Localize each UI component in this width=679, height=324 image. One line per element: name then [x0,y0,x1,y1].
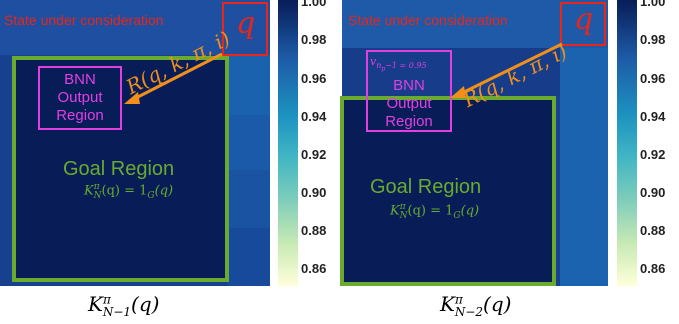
right-heatmap [342,0,608,286]
goal-region-label: Goal Region [63,158,175,180]
tick-label: 1.00 [301,0,327,9]
v-value-label: vnp−1 = 0.95 [370,55,427,73]
heat-cell [0,0,270,55]
goal-region-box [340,96,556,286]
arrow-r [124,52,223,104]
heat-cell [227,170,270,228]
tick-label: 0.98 [640,32,666,47]
heat-cell [227,115,270,170]
bnn-output-region-box [366,50,452,132]
goal-formula: KπN(q) = 1G(q) [84,182,174,201]
tick-label: 0.94 [301,109,327,124]
heat-cell [342,0,608,48]
tick-label: 0.86 [301,261,327,276]
tick-label: 0.96 [301,71,327,86]
state-label: State under consideration [348,12,508,28]
caption-right: KπN−2(q) [440,292,512,319]
right-colorbar [617,0,637,286]
tick-label: 0.90 [301,185,327,200]
tick-label: 0.88 [640,223,666,238]
bnn-output-label: BNN Output Region [385,77,433,130]
tick-label: 0.98 [301,32,327,47]
tick-label: 0.86 [640,261,666,276]
goal-fill [342,98,554,286]
q-label: q [574,2,594,37]
right-panel: vnp−1 = 0.95 BNN Output Region State und… [340,0,612,324]
goal-region-label: Goal Region [370,176,482,198]
heat-cell [227,55,270,115]
q-state-box [222,2,268,56]
caption-left: KπN−1(q) [88,292,160,319]
goal-region-box [12,56,229,282]
left-colorbar [278,0,298,286]
left-panel: BNN Output Region State under considerat… [0,0,270,324]
tick-label: 0.96 [640,71,666,86]
bnn-output-region-box [38,66,122,130]
q-label: q [236,6,256,41]
state-label: State under consideration [4,12,164,28]
tick-label: 0.88 [301,223,327,238]
tick-label: 0.90 [640,185,666,200]
tick-label: 0.94 [640,109,666,124]
tick-label: 0.92 [640,147,666,162]
goal-formula: KπN(q) = 1G(q) [390,202,480,221]
tick-label: 1.00 [640,0,666,9]
bnn-output-label: BNN Output Region [56,71,104,124]
heat-cell [560,48,608,286]
arrow-r [450,42,563,98]
q-state-box [560,2,606,46]
heat-cell [227,228,270,286]
tick-label: 0.92 [301,147,327,162]
